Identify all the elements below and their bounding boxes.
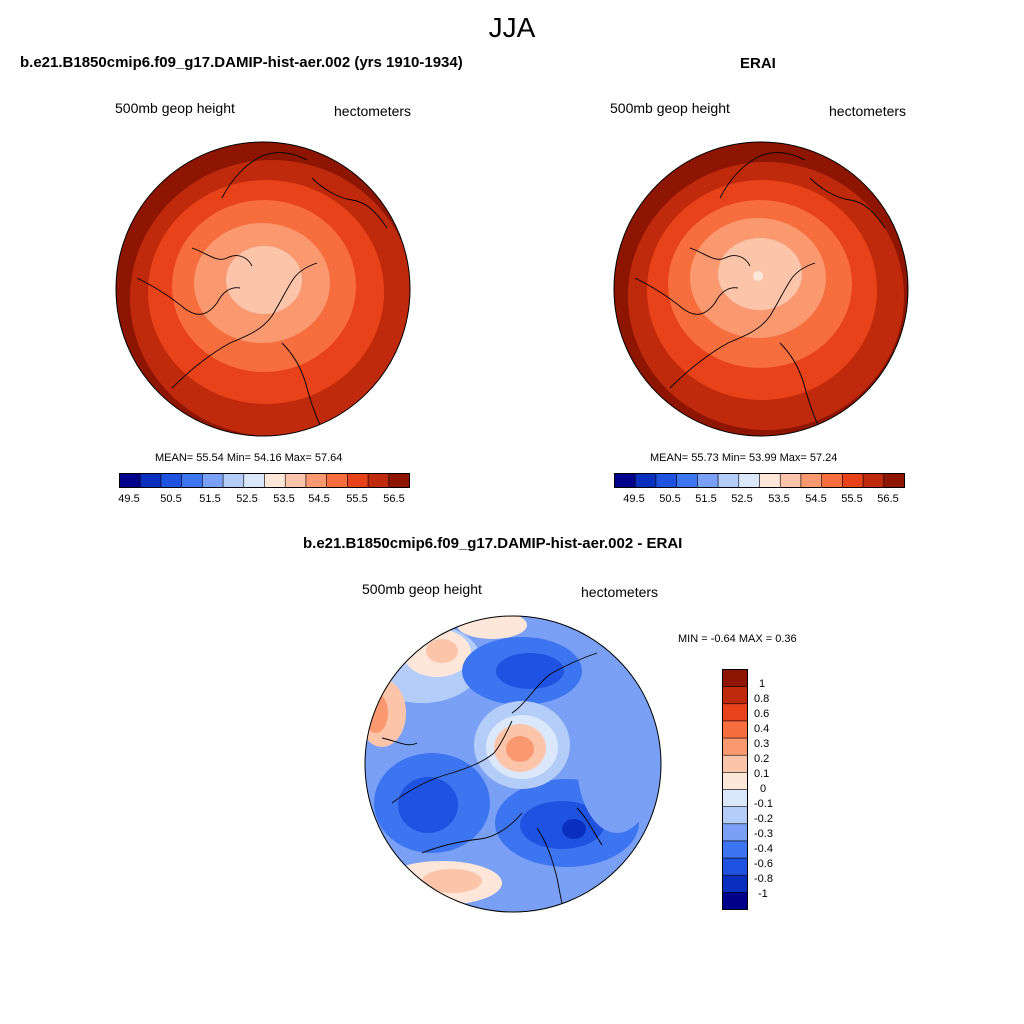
panel1-tick: 54.5: [308, 493, 330, 505]
panel1-units-label: hectometers: [334, 103, 412, 119]
diff-colorbar-labels: 1 0.8 0.6 0.4 0.3 0.2 0.1 0 -0.1 -0.2 -0…: [754, 669, 794, 911]
panel2-colorbar: [614, 473, 906, 488]
diff-tick: 1: [759, 678, 766, 690]
colorbar-swatch: [284, 473, 307, 488]
colorbar-swatch: [722, 686, 748, 705]
panel2-stats: MEAN= 55.73 Min= 53.99 Max= 57.24: [650, 452, 838, 464]
colorbar-swatch: [722, 754, 748, 773]
panel2-colorbar-ticks: 49.5 50.5 51.5 52.5 53.5 54.5 55.5 56.5: [614, 493, 904, 507]
colorbar-swatch: [243, 473, 266, 488]
panel2-coastlines: [634, 152, 886, 434]
diff-variable-label: 500mb geop height: [362, 581, 482, 597]
panel1-tick: 53.5: [273, 493, 295, 505]
panel1-tick: 51.5: [199, 493, 221, 505]
panel1-colorbar: [119, 473, 411, 488]
colorbar-swatch: [779, 473, 802, 488]
colorbar-swatch: [697, 473, 719, 488]
panel1-colorbar-ticks: 49.5 50.5 51.5 52.5 53.5 54.5 55.5 56.5: [118, 493, 409, 507]
diff-tick: -1: [758, 888, 768, 900]
colorbar-swatch: [722, 857, 748, 876]
colorbar-swatch: [722, 892, 748, 911]
colorbar-swatch: [305, 473, 328, 488]
panel2-variable-label: 500mb geop height: [610, 100, 730, 116]
colorbar-swatch: [821, 473, 843, 488]
colorbar-swatch: [722, 874, 748, 893]
colorbar-swatch: [759, 473, 781, 488]
diff-stats: MIN = -0.64 MAX = 0.36: [678, 633, 797, 645]
panel1-tick: 55.5: [346, 493, 368, 505]
panel1-tick: 52.5: [236, 493, 258, 505]
diff-units-label: hectometers: [581, 584, 659, 600]
colorbar-swatch: [119, 473, 141, 488]
panel2-tick: 56.5: [877, 493, 899, 505]
colorbar-swatch: [264, 473, 286, 488]
colorbar-swatch: [722, 840, 748, 859]
panel2-tick: 54.5: [805, 493, 827, 505]
diff-tick: -0.6: [754, 858, 773, 870]
panel1-variable-label: 500mb geop height: [115, 100, 235, 116]
colorbar-swatch: [842, 473, 864, 488]
diff-tick: 0.6: [754, 708, 770, 720]
panel1-coastlines: [136, 152, 388, 434]
diff-tick: -0.8: [754, 873, 773, 885]
diff-tick: 0.4: [754, 723, 770, 735]
diff-tick: -0.1: [754, 798, 773, 810]
diff-tick: 0.8: [754, 693, 770, 705]
diff-tick: 0.1: [754, 768, 770, 780]
panel2-tick: 49.5: [623, 493, 645, 505]
colorbar-swatch: [722, 789, 748, 808]
colorbar-swatch: [367, 473, 390, 488]
colorbar-swatch: [222, 473, 245, 488]
panel2-tick: 50.5: [659, 493, 681, 505]
panel2-tick: 53.5: [768, 493, 790, 505]
colorbar-swatch: [722, 772, 748, 791]
colorbar-swatch: [722, 720, 748, 739]
colorbar-swatch: [800, 473, 823, 488]
panel2-units-label: hectometers: [829, 103, 907, 119]
colorbar-swatch: [181, 473, 203, 488]
panel2-tick: 55.5: [841, 493, 863, 505]
colorbar-swatch: [722, 806, 748, 825]
colorbar-swatch: [722, 823, 748, 842]
colorbar-swatch: [722, 703, 748, 722]
colorbar-swatch: [862, 473, 885, 488]
panel2-tick: 52.5: [731, 493, 753, 505]
diff-tick: 0: [760, 783, 767, 795]
colorbar-swatch: [722, 669, 748, 688]
diff-tick: 0.2: [754, 753, 770, 765]
panel1-tick: 49.5: [118, 493, 140, 505]
diff-tick: -0.2: [754, 813, 773, 825]
diff-tick: 0.3: [754, 738, 770, 750]
panel1-title: b.e21.B1850cmip6.f09_g17.DAMIP-hist-aer.…: [20, 54, 463, 71]
diff-colorbar: [722, 669, 748, 911]
colorbar-swatch: [722, 737, 748, 756]
panel1-tick: 50.5: [160, 493, 182, 505]
colorbar-swatch: [160, 473, 183, 488]
colorbar-swatch: [883, 473, 906, 488]
panel1-polar-map: [115, 141, 411, 437]
colorbar-swatch: [676, 473, 698, 488]
panel2-polar-map: [613, 141, 909, 437]
colorbar-swatch: [202, 473, 224, 488]
colorbar-swatch: [139, 473, 162, 488]
colorbar-swatch: [347, 473, 369, 488]
colorbar-swatch: [738, 473, 761, 488]
diff-title: b.e21.B1850cmip6.f09_g17.DAMIP-hist-aer.…: [303, 535, 683, 552]
panel2-title: ERAI: [740, 55, 776, 72]
diff-tick: -0.3: [754, 828, 773, 840]
figure-title: JJA: [488, 12, 536, 43]
panel1-stats: MEAN= 55.54 Min= 54.16 Max= 57.64: [155, 452, 343, 464]
panel1-tick: 56.5: [383, 493, 405, 505]
panel2-tick: 51.5: [695, 493, 717, 505]
colorbar-swatch: [655, 473, 678, 488]
colorbar-swatch: [634, 473, 657, 488]
colorbar-swatch: [614, 473, 636, 488]
colorbar-swatch: [717, 473, 740, 488]
diff-tick: -0.4: [754, 843, 773, 855]
colorbar-swatch: [326, 473, 348, 488]
diff-polar-map: [364, 615, 662, 913]
colorbar-swatch: [388, 473, 411, 488]
